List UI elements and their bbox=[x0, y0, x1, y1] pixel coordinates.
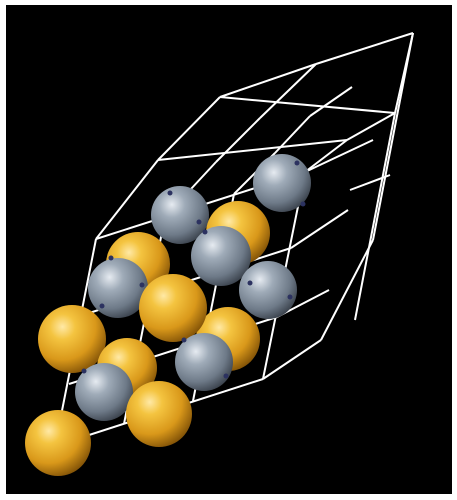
gold-atom[interactable] bbox=[139, 274, 207, 342]
atoms bbox=[25, 154, 311, 476]
molecular-viewport[interactable] bbox=[6, 5, 452, 494]
silver-atom[interactable] bbox=[253, 154, 311, 212]
silver-atom[interactable] bbox=[191, 226, 251, 286]
silver-atom[interactable] bbox=[151, 186, 209, 244]
gold-atom[interactable] bbox=[25, 410, 91, 476]
silver-atom[interactable] bbox=[75, 363, 133, 421]
silver-atom[interactable] bbox=[88, 258, 148, 318]
lattice-lines-side bbox=[262, 32, 414, 380]
crystal-structure-scene bbox=[25, 32, 414, 476]
bond-markers bbox=[81, 160, 306, 379]
silver-atom[interactable] bbox=[239, 261, 297, 319]
silver-atom[interactable] bbox=[175, 333, 233, 391]
lattice-lines-top bbox=[95, 32, 414, 240]
gold-atom[interactable] bbox=[126, 381, 192, 447]
gold-atom[interactable] bbox=[38, 305, 106, 373]
